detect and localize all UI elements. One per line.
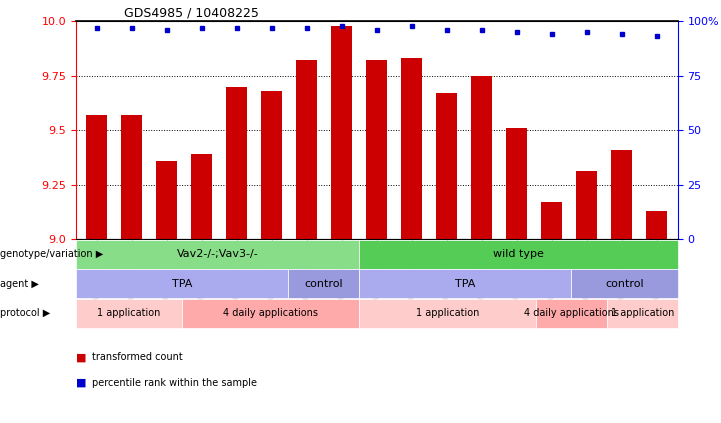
- Bar: [436, 93, 457, 239]
- Text: 1 application: 1 application: [97, 308, 161, 319]
- Text: transformed count: transformed count: [92, 352, 182, 363]
- Text: Vav2-/-;Vav3-/-: Vav2-/-;Vav3-/-: [177, 249, 258, 259]
- Text: ■: ■: [76, 352, 87, 363]
- Bar: [156, 161, 177, 239]
- Text: ■: ■: [76, 378, 87, 388]
- Bar: [261, 91, 282, 239]
- Text: TPA: TPA: [172, 279, 192, 289]
- Bar: [121, 115, 142, 239]
- Text: control: control: [304, 279, 343, 289]
- Text: TPA: TPA: [455, 279, 475, 289]
- Text: 1 application: 1 application: [416, 308, 479, 319]
- Bar: [226, 87, 247, 239]
- Bar: [366, 60, 387, 239]
- Text: percentile rank within the sample: percentile rank within the sample: [92, 378, 257, 388]
- Bar: [296, 60, 317, 239]
- Bar: [646, 211, 667, 239]
- Bar: [87, 115, 107, 239]
- Bar: [506, 128, 527, 239]
- Bar: [331, 25, 353, 239]
- Text: 1 application: 1 application: [611, 308, 674, 319]
- Bar: [541, 202, 562, 239]
- Text: agent ▶: agent ▶: [0, 279, 39, 289]
- Text: control: control: [606, 279, 644, 289]
- Text: wild type: wild type: [493, 249, 544, 259]
- Text: genotype/variation ▶: genotype/variation ▶: [0, 249, 103, 259]
- Bar: [401, 58, 423, 239]
- Text: protocol ▶: protocol ▶: [0, 308, 50, 319]
- Text: 4 daily applications: 4 daily applications: [223, 308, 318, 319]
- Bar: [191, 154, 212, 239]
- Bar: [611, 150, 632, 239]
- Text: GDS4985 / 10408225: GDS4985 / 10408225: [124, 7, 259, 20]
- Text: 4 daily applications: 4 daily applications: [524, 308, 619, 319]
- Bar: [576, 171, 597, 239]
- Bar: [472, 76, 492, 239]
